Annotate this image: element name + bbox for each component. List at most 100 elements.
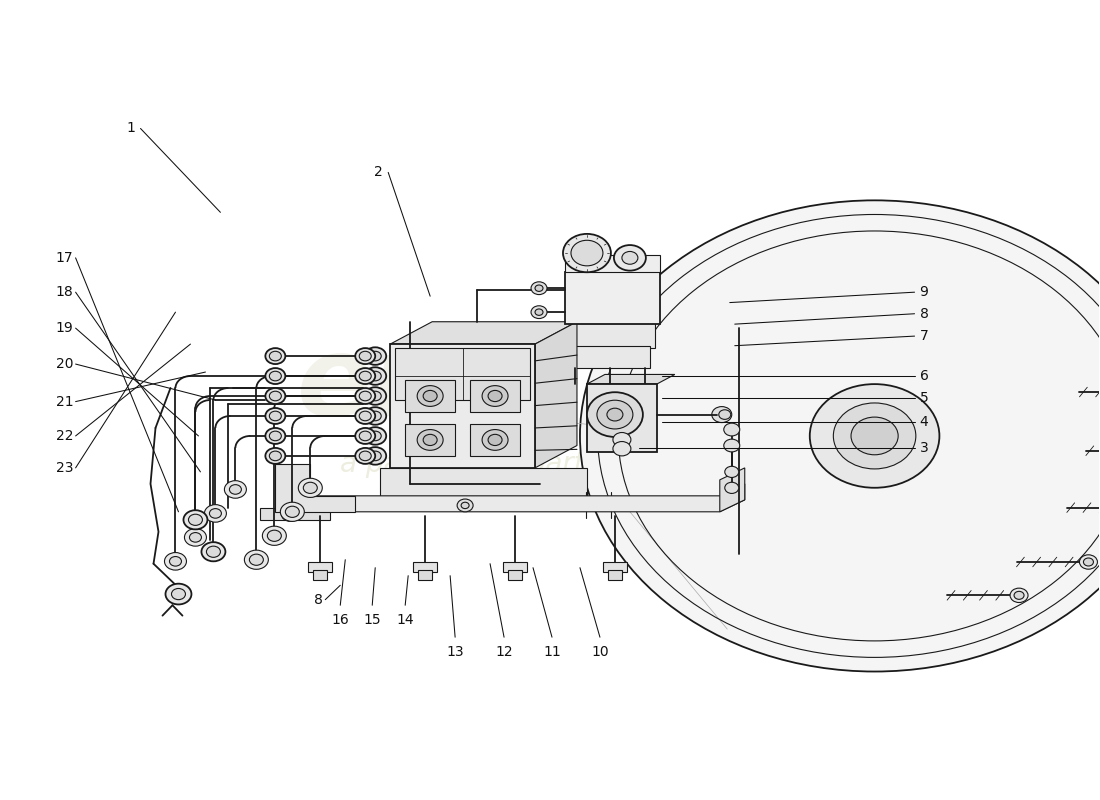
Circle shape — [461, 502, 469, 509]
Polygon shape — [261, 508, 330, 520]
Circle shape — [810, 384, 939, 488]
Circle shape — [535, 285, 543, 291]
Circle shape — [263, 526, 286, 546]
Text: 20: 20 — [56, 357, 73, 371]
Circle shape — [165, 584, 191, 605]
Circle shape — [834, 403, 916, 469]
Circle shape — [230, 485, 241, 494]
Text: 14: 14 — [396, 613, 414, 626]
Bar — [395, 348, 530, 400]
Circle shape — [851, 417, 899, 454]
Text: 6: 6 — [920, 369, 928, 383]
Bar — [405, 380, 455, 412]
Circle shape — [298, 478, 322, 498]
Circle shape — [360, 411, 371, 421]
Circle shape — [725, 482, 739, 494]
Circle shape — [209, 509, 221, 518]
Bar — [570, 322, 654, 348]
Bar — [390, 344, 535, 468]
Circle shape — [718, 410, 730, 419]
Circle shape — [424, 390, 437, 402]
Text: 13: 13 — [447, 645, 464, 658]
Circle shape — [417, 430, 443, 450]
Circle shape — [285, 510, 295, 518]
Circle shape — [285, 506, 299, 518]
Circle shape — [355, 348, 375, 364]
Circle shape — [621, 251, 638, 264]
Text: 12: 12 — [495, 645, 513, 658]
Circle shape — [265, 448, 285, 464]
Bar — [308, 562, 332, 572]
Text: 8: 8 — [920, 306, 928, 321]
Text: 3: 3 — [920, 441, 928, 455]
Circle shape — [364, 407, 386, 425]
Polygon shape — [381, 468, 587, 496]
Polygon shape — [295, 484, 745, 512]
Text: 7: 7 — [920, 329, 928, 343]
Circle shape — [355, 368, 375, 384]
Circle shape — [1014, 591, 1024, 599]
Circle shape — [265, 408, 285, 424]
Circle shape — [724, 439, 740, 452]
Text: a passion for parts since 1998: a passion for parts since 1998 — [340, 450, 760, 478]
Bar — [508, 570, 522, 580]
Bar — [405, 424, 455, 456]
Bar — [608, 570, 622, 580]
Circle shape — [563, 234, 611, 272]
Circle shape — [265, 368, 285, 384]
Circle shape — [244, 550, 268, 570]
Text: 10: 10 — [591, 645, 608, 658]
Text: 4: 4 — [920, 415, 928, 430]
Circle shape — [370, 351, 382, 361]
Circle shape — [270, 411, 282, 421]
Circle shape — [270, 371, 282, 381]
Circle shape — [613, 433, 631, 447]
Circle shape — [607, 408, 623, 421]
Circle shape — [205, 505, 227, 522]
Circle shape — [265, 428, 285, 444]
Circle shape — [364, 447, 386, 465]
Circle shape — [535, 309, 543, 315]
Circle shape — [360, 351, 371, 361]
Circle shape — [531, 282, 547, 294]
Bar — [587, 384, 657, 452]
Circle shape — [184, 510, 208, 530]
Bar — [565, 254, 660, 272]
Circle shape — [265, 388, 285, 404]
Circle shape — [364, 387, 386, 405]
Circle shape — [360, 431, 371, 441]
Bar — [314, 570, 328, 580]
Circle shape — [355, 408, 375, 424]
Circle shape — [614, 245, 646, 270]
Circle shape — [364, 347, 386, 365]
Circle shape — [364, 427, 386, 445]
Circle shape — [580, 200, 1100, 671]
Circle shape — [185, 529, 207, 546]
Circle shape — [725, 466, 739, 478]
Circle shape — [482, 430, 508, 450]
Circle shape — [201, 542, 225, 562]
Circle shape — [250, 554, 263, 566]
Circle shape — [360, 451, 371, 461]
Circle shape — [597, 400, 632, 429]
Circle shape — [280, 502, 305, 522]
Circle shape — [267, 530, 282, 542]
Circle shape — [488, 434, 502, 446]
Circle shape — [270, 351, 282, 361]
Circle shape — [189, 533, 201, 542]
Circle shape — [458, 499, 473, 512]
Text: 2: 2 — [374, 166, 383, 179]
Bar — [418, 570, 432, 580]
Bar — [414, 562, 437, 572]
Bar — [470, 424, 520, 456]
Text: 17: 17 — [56, 251, 74, 265]
Circle shape — [355, 388, 375, 404]
Text: 22: 22 — [56, 429, 73, 443]
Circle shape — [613, 442, 631, 456]
Circle shape — [165, 553, 187, 570]
Circle shape — [270, 391, 282, 401]
Circle shape — [270, 451, 282, 461]
Polygon shape — [275, 464, 355, 512]
Circle shape — [265, 348, 285, 364]
Text: 11: 11 — [543, 645, 561, 658]
